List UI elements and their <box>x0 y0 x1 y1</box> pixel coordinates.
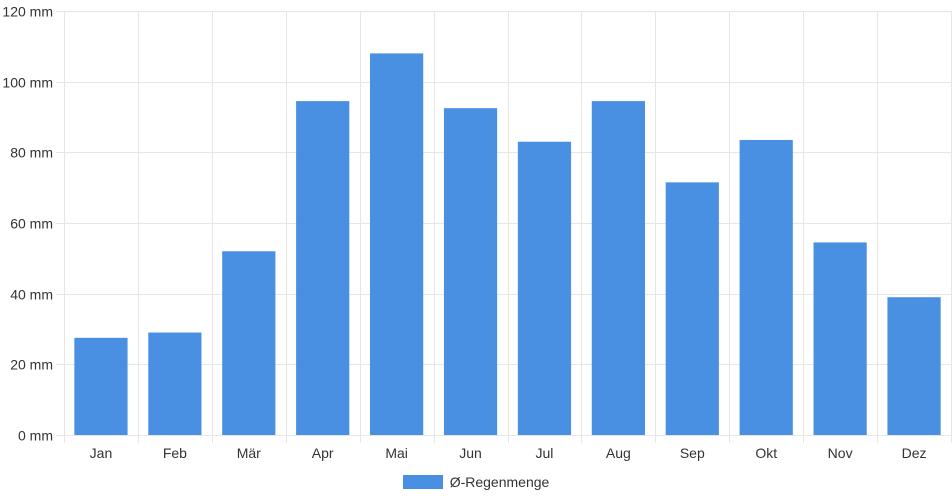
x-tick-label: Okt <box>755 445 777 461</box>
bar-Sep[interactable] <box>665 182 719 435</box>
bar-Feb[interactable] <box>148 332 202 435</box>
x-tick-label: Nov <box>828 445 853 461</box>
bar-Jan[interactable] <box>74 337 128 435</box>
y-tick-label: 100 mm <box>2 75 53 91</box>
x-tick-label: Jun <box>459 445 482 461</box>
y-tick-label: 40 mm <box>10 287 53 303</box>
bars <box>74 53 941 436</box>
legend-label: Ø-Regenmenge <box>449 474 550 490</box>
y-tick-label: 80 mm <box>10 145 53 161</box>
x-tick-label: Aug <box>606 445 631 461</box>
bar-Mai[interactable] <box>370 53 424 436</box>
x-tick-label: Sep <box>680 445 705 461</box>
y-tick-label: 20 mm <box>10 357 53 373</box>
x-tick-label: Jul <box>536 445 554 461</box>
x-tick-label: Feb <box>163 445 187 461</box>
bar-Nov[interactable] <box>813 242 867 435</box>
bar-Jul[interactable] <box>517 141 572 435</box>
bar-Apr[interactable] <box>296 101 350 435</box>
x-tick-label: Apr <box>312 445 334 461</box>
rainfall-bar-chart: 0 mm 20 mm 40 mm 60 mm 80 mm 100 mm 120 mm Jan F… <box>2 4 952 462</box>
y-tick-label: 60 mm <box>10 216 53 232</box>
legend[interactable]: Ø-Regenmenge <box>0 472 952 492</box>
bar-Aug[interactable] <box>591 101 645 435</box>
x-tick-label: Jan <box>90 445 113 461</box>
x-tick-label: Dez <box>902 445 927 461</box>
x-tick-label: Mai <box>385 445 408 461</box>
y-tick-label: 120 mm <box>2 4 53 20</box>
axis-labels: 0 mm 20 mm 40 mm 60 mm 80 mm 100 mm 120 mm Jan F… <box>2 4 926 462</box>
bar-Dez[interactable] <box>887 297 941 435</box>
bar-Mär[interactable] <box>222 251 276 435</box>
y-tick-label: 0 mm <box>18 428 53 444</box>
grid <box>56 11 952 443</box>
bar-Okt[interactable] <box>739 139 793 435</box>
bar-Jun[interactable] <box>443 108 498 436</box>
x-tick-label: Mär <box>237 445 261 461</box>
legend-swatch <box>402 475 443 489</box>
